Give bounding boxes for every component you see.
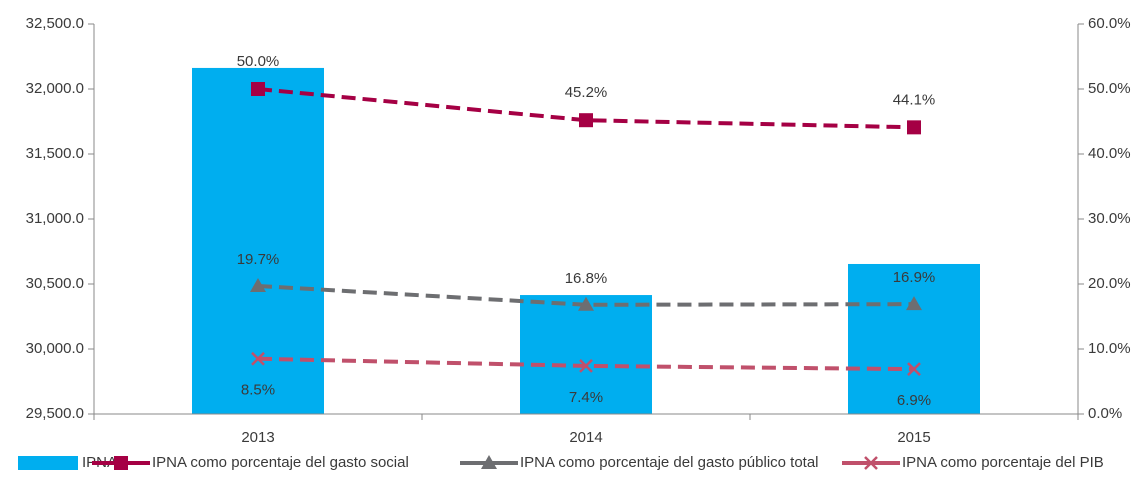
marker	[864, 456, 878, 470]
marker	[579, 113, 593, 128]
marker	[906, 296, 922, 311]
legend-swatch	[18, 456, 78, 470]
y-tick-label: 30,500.0	[26, 275, 84, 292]
marker	[251, 351, 265, 366]
marker	[251, 82, 265, 96]
x-tick-label: 2013	[241, 429, 274, 446]
y2-tick-label: 60.0%	[1088, 15, 1131, 32]
marker	[114, 456, 128, 470]
data-label: 16.8%	[565, 270, 608, 287]
line	[257, 87, 915, 130]
y-tick-label: 29,500.0	[26, 405, 84, 422]
marker	[250, 277, 266, 292]
bar	[848, 263, 980, 414]
y2-tick-label: 20.0%	[1088, 275, 1131, 292]
data-label: 44.1%	[893, 91, 936, 108]
x-tick-label: 2014	[569, 429, 602, 446]
y2-tick-label: 10.0%	[1088, 340, 1131, 357]
data-label: 16.9%	[893, 269, 936, 286]
marker	[907, 362, 921, 377]
y2-tick-label: 0.0%	[1088, 405, 1122, 422]
x-tick-label: 2015	[897, 429, 930, 446]
y-tick-label: 30,000.0	[26, 340, 84, 357]
data-label: 19.7%	[237, 251, 280, 268]
marker	[579, 359, 593, 373]
data-label: 45.2%	[565, 84, 608, 101]
data-label: 8.5%	[241, 382, 275, 399]
y-tick-label: 31,500.0	[26, 145, 84, 162]
marker	[907, 120, 921, 135]
y-tick-label: 32,000.0	[26, 80, 84, 97]
bar	[520, 295, 652, 414]
y-tick-label: 32,500.0	[26, 15, 84, 32]
y2-tick-label: 50.0%	[1088, 80, 1131, 97]
data-label: 50.0%	[237, 53, 280, 70]
y2-tick-label: 30.0%	[1088, 210, 1131, 227]
data-label: 7.4%	[569, 389, 603, 406]
marker	[481, 455, 497, 469]
y2-tick-label: 40.0%	[1088, 145, 1131, 162]
legend-label: IPNA como porcentaje del gasto social	[152, 454, 409, 471]
marker	[578, 296, 594, 311]
bar	[192, 67, 324, 414]
legend-label: IPNA como porcentaje del gasto público t…	[520, 454, 819, 471]
y-tick-label: 31,000.0	[26, 210, 84, 227]
legend-label: IPNA como porcentaje del PIB	[902, 454, 1104, 471]
data-label: 6.9%	[897, 392, 931, 409]
